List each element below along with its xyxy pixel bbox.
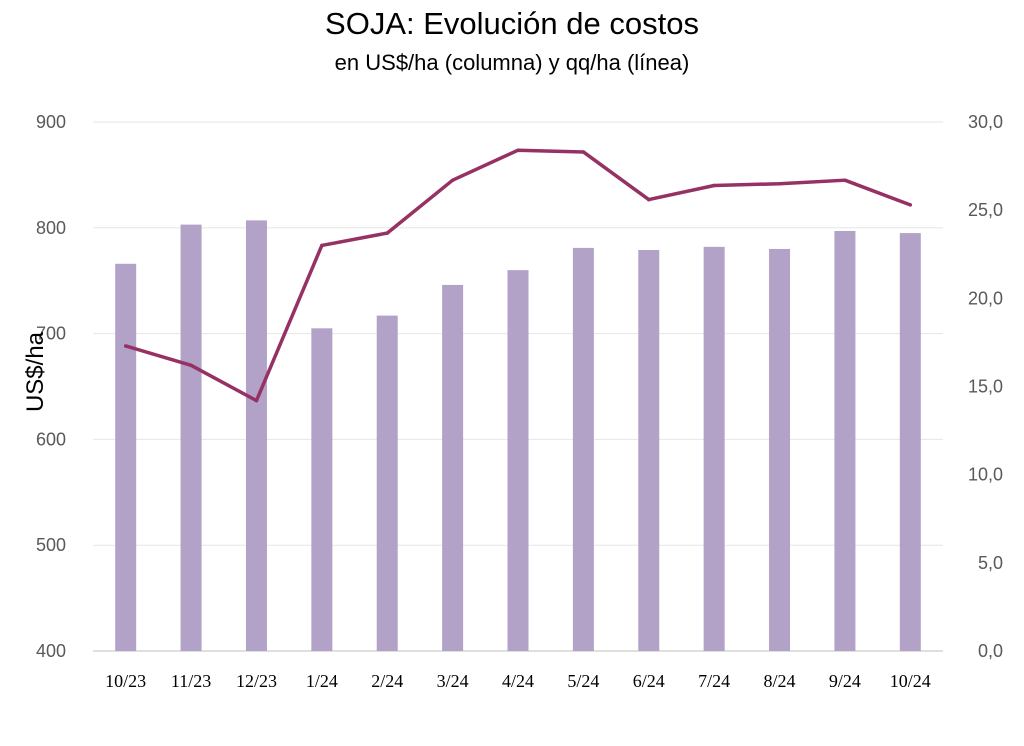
bar bbox=[834, 230, 856, 651]
bar bbox=[180, 224, 202, 651]
bar bbox=[115, 263, 137, 651]
x-tick-label: 12/23 bbox=[236, 671, 277, 691]
chart-subtitle: en US$/ha (columna) y qq/ha (línea) bbox=[334, 50, 690, 75]
y2-tick-label: 25,0 bbox=[968, 200, 1003, 220]
x-tick-label: 8/24 bbox=[764, 671, 796, 691]
bar bbox=[376, 315, 398, 651]
line-point bbox=[516, 148, 520, 152]
y-tick-label: 900 bbox=[36, 112, 66, 132]
bar bbox=[311, 328, 333, 651]
bar bbox=[572, 247, 594, 652]
bar bbox=[638, 250, 660, 651]
x-tick-label: 7/24 bbox=[698, 671, 730, 691]
x-tick-label: 2/24 bbox=[371, 671, 403, 691]
x-tick-label: 3/24 bbox=[437, 671, 469, 691]
y2-tick-label: 10,0 bbox=[968, 465, 1003, 485]
x-tick-label: 10/23 bbox=[105, 671, 146, 691]
x-tick-label: 11/23 bbox=[171, 671, 211, 691]
line-point bbox=[712, 183, 716, 188]
line-point bbox=[908, 203, 913, 207]
y-tick-label: 500 bbox=[36, 535, 66, 555]
x-tick-label: 1/24 bbox=[306, 671, 338, 691]
line-point bbox=[450, 178, 455, 182]
y-tick-label: 800 bbox=[36, 218, 66, 238]
y2-tick-label: 30,0 bbox=[968, 112, 1003, 132]
x-tick-label: 9/24 bbox=[829, 671, 861, 691]
bar bbox=[245, 220, 267, 652]
x-tick-label: 5/24 bbox=[567, 671, 599, 691]
x-tick-label: 4/24 bbox=[502, 671, 534, 691]
x-tick-label: 6/24 bbox=[633, 671, 665, 691]
y-axis-label: US$/ha bbox=[22, 331, 49, 412]
bar bbox=[442, 284, 464, 651]
y2-tick-label: 20,0 bbox=[968, 288, 1003, 308]
line-point bbox=[254, 398, 259, 403]
y2-tick-label: 5,0 bbox=[978, 553, 1003, 573]
line-point bbox=[189, 363, 193, 368]
y2-tick-label: 15,0 bbox=[968, 377, 1003, 397]
line-point bbox=[581, 150, 586, 154]
line-point bbox=[320, 243, 324, 248]
bar bbox=[769, 248, 791, 651]
y2-tick-label: 0,0 bbox=[978, 641, 1003, 661]
bar bbox=[507, 270, 529, 651]
bar bbox=[899, 233, 921, 651]
y-tick-label: 600 bbox=[36, 429, 66, 449]
x-tick-label: 10/24 bbox=[890, 671, 931, 691]
line-point bbox=[647, 197, 651, 202]
y-tick-label: 700 bbox=[36, 324, 66, 344]
chart-title: SOJA: Evolución de costos bbox=[325, 6, 699, 41]
line-point bbox=[777, 181, 782, 186]
y-tick-label: 400 bbox=[36, 641, 66, 661]
bar bbox=[703, 246, 725, 651]
line-point bbox=[843, 178, 847, 182]
line-point bbox=[385, 231, 389, 235]
line-point bbox=[123, 344, 128, 348]
